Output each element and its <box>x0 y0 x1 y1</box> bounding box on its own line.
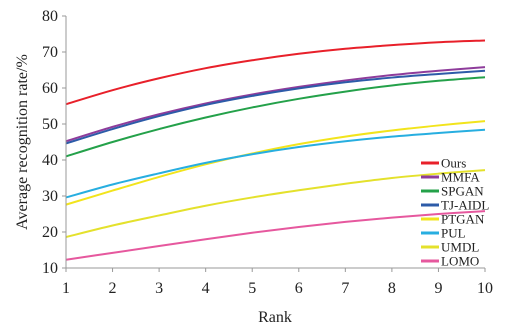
legend-label: SPGAN <box>441 184 484 199</box>
legend-label: MMFA <box>441 170 480 185</box>
y-tick-label: 50 <box>42 116 58 133</box>
x-tick-label: 2 <box>109 280 117 297</box>
x-axis-label: Rank <box>258 309 292 326</box>
legend-label: Ours <box>441 156 466 171</box>
series-line-umdl <box>65 169 486 239</box>
legend-label: TJ-AIDL <box>441 198 489 213</box>
series-line-ptgan <box>65 120 486 206</box>
series-line-tj-aidl <box>65 69 486 145</box>
series-lines <box>65 39 486 261</box>
y-tick-label: 40 <box>42 152 58 169</box>
legend-label: LOMO <box>441 254 479 269</box>
y-tick-label: 10 <box>42 260 58 277</box>
legend-label: PTGAN <box>441 212 485 227</box>
y-tick-label: 80 <box>42 8 58 25</box>
x-tick-label: 10 <box>477 280 493 297</box>
x-tick-label: 9 <box>434 280 442 297</box>
series-line-pul <box>65 128 486 199</box>
legend-label: PUL <box>441 226 466 241</box>
legend-label: UMDL <box>441 240 479 255</box>
y-axis-label: Average recognition rate/% <box>14 54 31 230</box>
y-tick-label: 30 <box>42 188 58 205</box>
y-tick-label: 60 <box>42 80 58 97</box>
series-line-ours <box>65 39 486 106</box>
series-line-lomo <box>65 210 486 261</box>
x-tick-label: 5 <box>248 280 256 297</box>
y-tick-labels: 10 20 30 40 50 60 70 80 <box>42 8 66 277</box>
series-line-mmfa <box>65 66 486 143</box>
x-tick-label: 7 <box>341 280 349 297</box>
plot-area <box>66 16 485 268</box>
x-tick-label: 3 <box>155 280 163 297</box>
x-tick-label: 8 <box>388 280 396 297</box>
y-tick-label: 20 <box>42 224 58 241</box>
x-tick-labels: 1 2 3 4 5 6 7 8 9 10 <box>62 268 493 297</box>
x-tick-label: 1 <box>62 280 70 297</box>
series-line-spgan <box>65 76 486 158</box>
x-tick-label: 4 <box>202 280 210 297</box>
x-tick-label: 6 <box>295 280 303 297</box>
y-tick-label: 70 <box>42 44 58 61</box>
